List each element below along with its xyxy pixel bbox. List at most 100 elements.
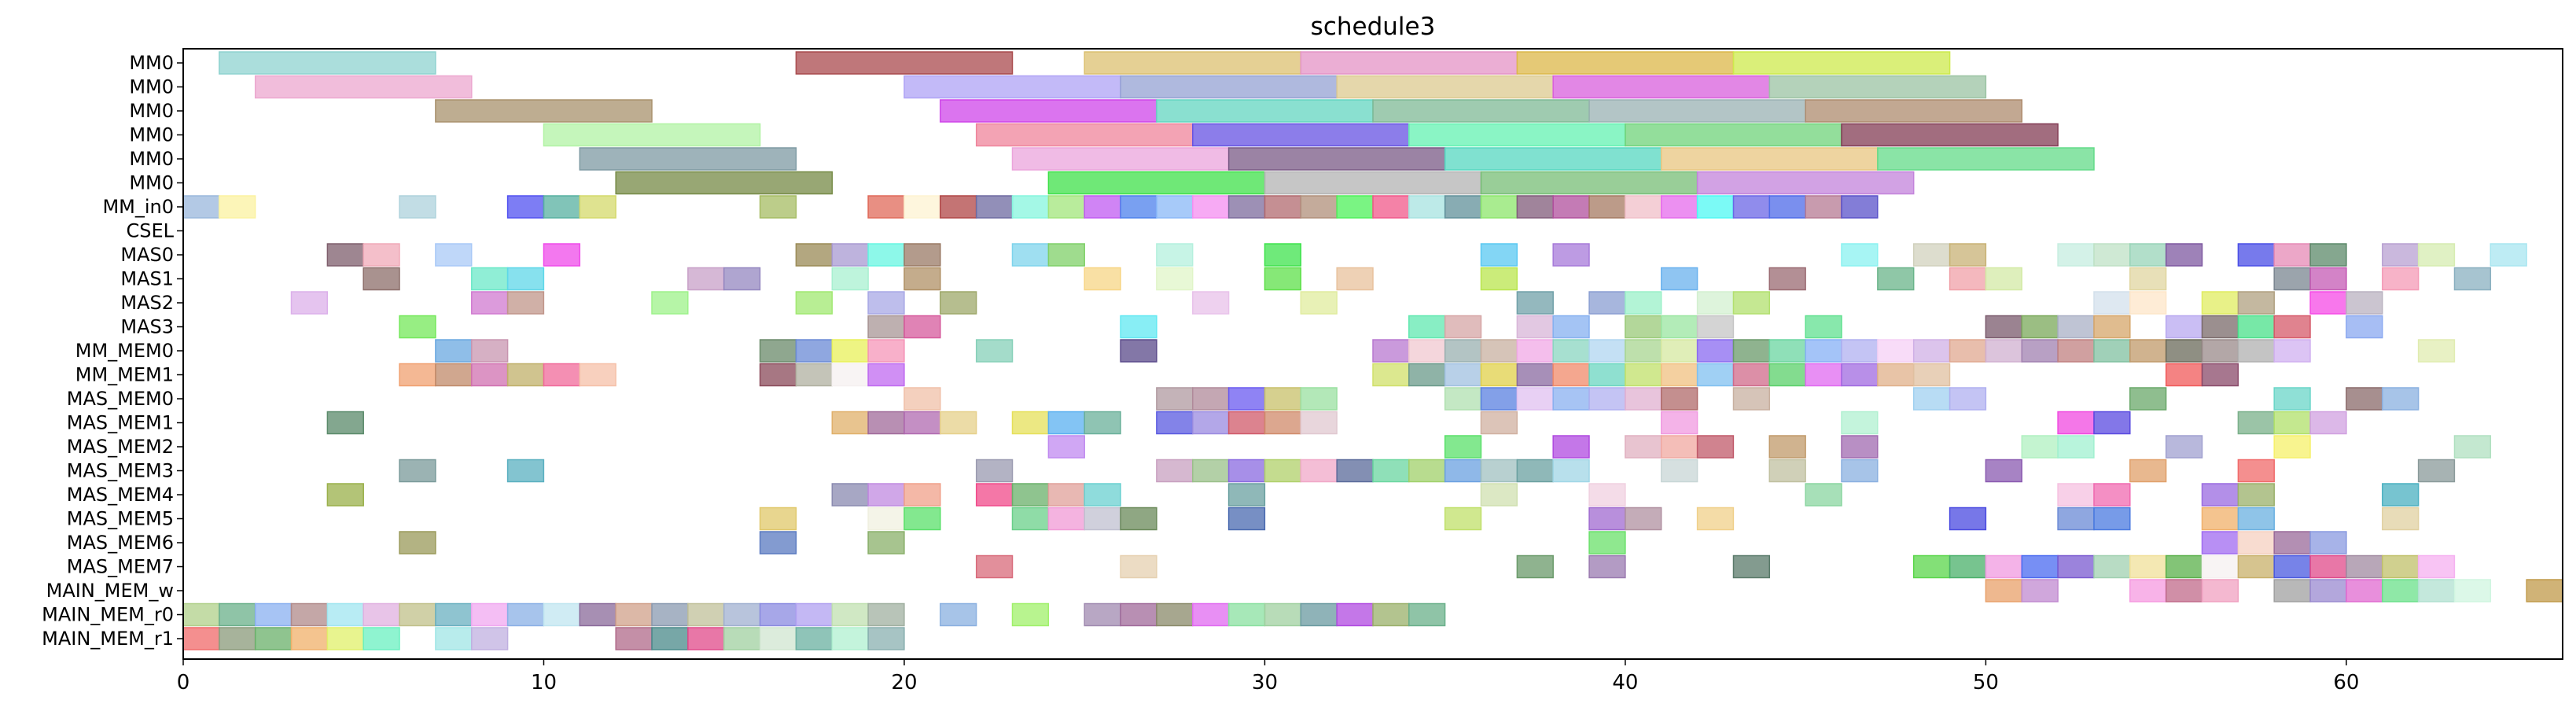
task-bar bbox=[182, 602, 220, 627]
task-bar bbox=[1300, 195, 1338, 219]
task-bar bbox=[399, 459, 436, 483]
task-bar bbox=[2382, 387, 2420, 411]
task-bar bbox=[1552, 435, 1590, 459]
task-bar bbox=[2273, 554, 2311, 579]
task-bar bbox=[687, 267, 725, 291]
task-bar bbox=[1408, 315, 1446, 339]
task-bar bbox=[506, 267, 545, 291]
task-bar bbox=[2346, 579, 2383, 602]
task-bar bbox=[579, 602, 616, 627]
task-bar bbox=[2201, 483, 2239, 507]
task-bar bbox=[2093, 554, 2131, 579]
task-bar bbox=[1156, 459, 1194, 483]
task-bar bbox=[1949, 554, 1987, 579]
task-bar bbox=[1805, 315, 1842, 339]
task-bar bbox=[1625, 387, 1662, 411]
task-bar bbox=[219, 195, 256, 219]
task-bar bbox=[2309, 579, 2347, 602]
task-bar bbox=[1516, 315, 1554, 339]
row-label: MM0 bbox=[129, 148, 174, 170]
task-bar bbox=[1985, 459, 2022, 483]
task-bar bbox=[2382, 554, 2420, 579]
task-bar bbox=[1985, 554, 2022, 579]
task-bar bbox=[1156, 411, 1194, 435]
task-bar bbox=[1732, 195, 1771, 219]
task-bar bbox=[2346, 291, 2383, 315]
task-bar bbox=[1444, 315, 1482, 339]
task-bar bbox=[326, 602, 364, 627]
task-bar bbox=[1120, 602, 1157, 627]
task-bar bbox=[1264, 602, 1302, 627]
task-bar bbox=[2237, 339, 2275, 363]
task-bar bbox=[471, 339, 509, 363]
task-bar bbox=[1625, 363, 1662, 387]
task-bar bbox=[1877, 339, 1915, 363]
task-bar bbox=[1732, 291, 1771, 315]
task-bar bbox=[1372, 602, 1410, 627]
task-bar bbox=[2093, 315, 2131, 339]
task-bar bbox=[2273, 387, 2311, 411]
task-bar bbox=[1300, 411, 1338, 435]
x-tick-label: 30 bbox=[1252, 671, 1278, 694]
task-bar bbox=[1156, 195, 1194, 219]
task-bar bbox=[1047, 507, 1085, 531]
task-bar bbox=[326, 243, 364, 267]
task-bar bbox=[1264, 459, 1302, 483]
task-bar bbox=[435, 339, 473, 363]
row-label: MAS_MEM6 bbox=[67, 532, 174, 554]
task-bar bbox=[1156, 602, 1194, 627]
row-label: MAS2 bbox=[120, 292, 174, 314]
task-bar bbox=[831, 339, 869, 363]
task-bar bbox=[867, 339, 905, 363]
task-bar bbox=[1156, 387, 1194, 411]
task-bar bbox=[254, 602, 293, 627]
task-bar bbox=[1768, 435, 1806, 459]
task-bar bbox=[1264, 267, 1302, 291]
task-bar bbox=[1841, 243, 1879, 267]
task-bar bbox=[1949, 243, 1987, 267]
task-bar bbox=[1372, 363, 1410, 387]
task-bar bbox=[1264, 243, 1302, 267]
task-bar bbox=[975, 123, 1194, 147]
row-label: MM0 bbox=[129, 52, 174, 74]
task-bar bbox=[1696, 291, 1735, 315]
task-bar bbox=[2129, 243, 2167, 267]
task-bar bbox=[1264, 411, 1302, 435]
task-bar bbox=[2201, 339, 2239, 363]
row-label: MM_in0 bbox=[102, 196, 174, 218]
task-bar bbox=[2165, 243, 2203, 267]
task-bar bbox=[1552, 315, 1590, 339]
task-bar bbox=[903, 507, 941, 531]
task-bar bbox=[1227, 602, 1266, 627]
task-bar bbox=[1588, 195, 1626, 219]
task-bar bbox=[975, 554, 1014, 579]
task-bar bbox=[2453, 435, 2492, 459]
task-bar bbox=[903, 411, 941, 435]
row-label: MM0 bbox=[129, 124, 174, 146]
task-bar bbox=[2237, 507, 2275, 531]
task-bar bbox=[290, 627, 329, 650]
task-bar bbox=[1408, 195, 1446, 219]
task-bar bbox=[1192, 291, 1230, 315]
task-bar bbox=[1552, 459, 1590, 483]
task-bar bbox=[471, 291, 509, 315]
task-bar bbox=[399, 195, 436, 219]
task-bar bbox=[1732, 554, 1771, 579]
task-bar bbox=[759, 602, 797, 627]
task-bar bbox=[2453, 579, 2492, 602]
task-bar bbox=[1661, 459, 1698, 483]
row-label: CSEL bbox=[126, 220, 174, 242]
task-bar bbox=[2273, 531, 2311, 554]
task-bar bbox=[1444, 459, 1482, 483]
task-bar bbox=[1516, 387, 1554, 411]
row-label: MAIN_MEM_w bbox=[46, 580, 174, 602]
task-bar bbox=[1480, 243, 1518, 267]
task-bar bbox=[1192, 123, 1410, 147]
task-bar bbox=[1912, 363, 1951, 387]
task-bar bbox=[254, 75, 473, 99]
task-bar bbox=[1084, 507, 1121, 531]
task-bar bbox=[903, 75, 1121, 99]
task-bar bbox=[2129, 554, 2167, 579]
